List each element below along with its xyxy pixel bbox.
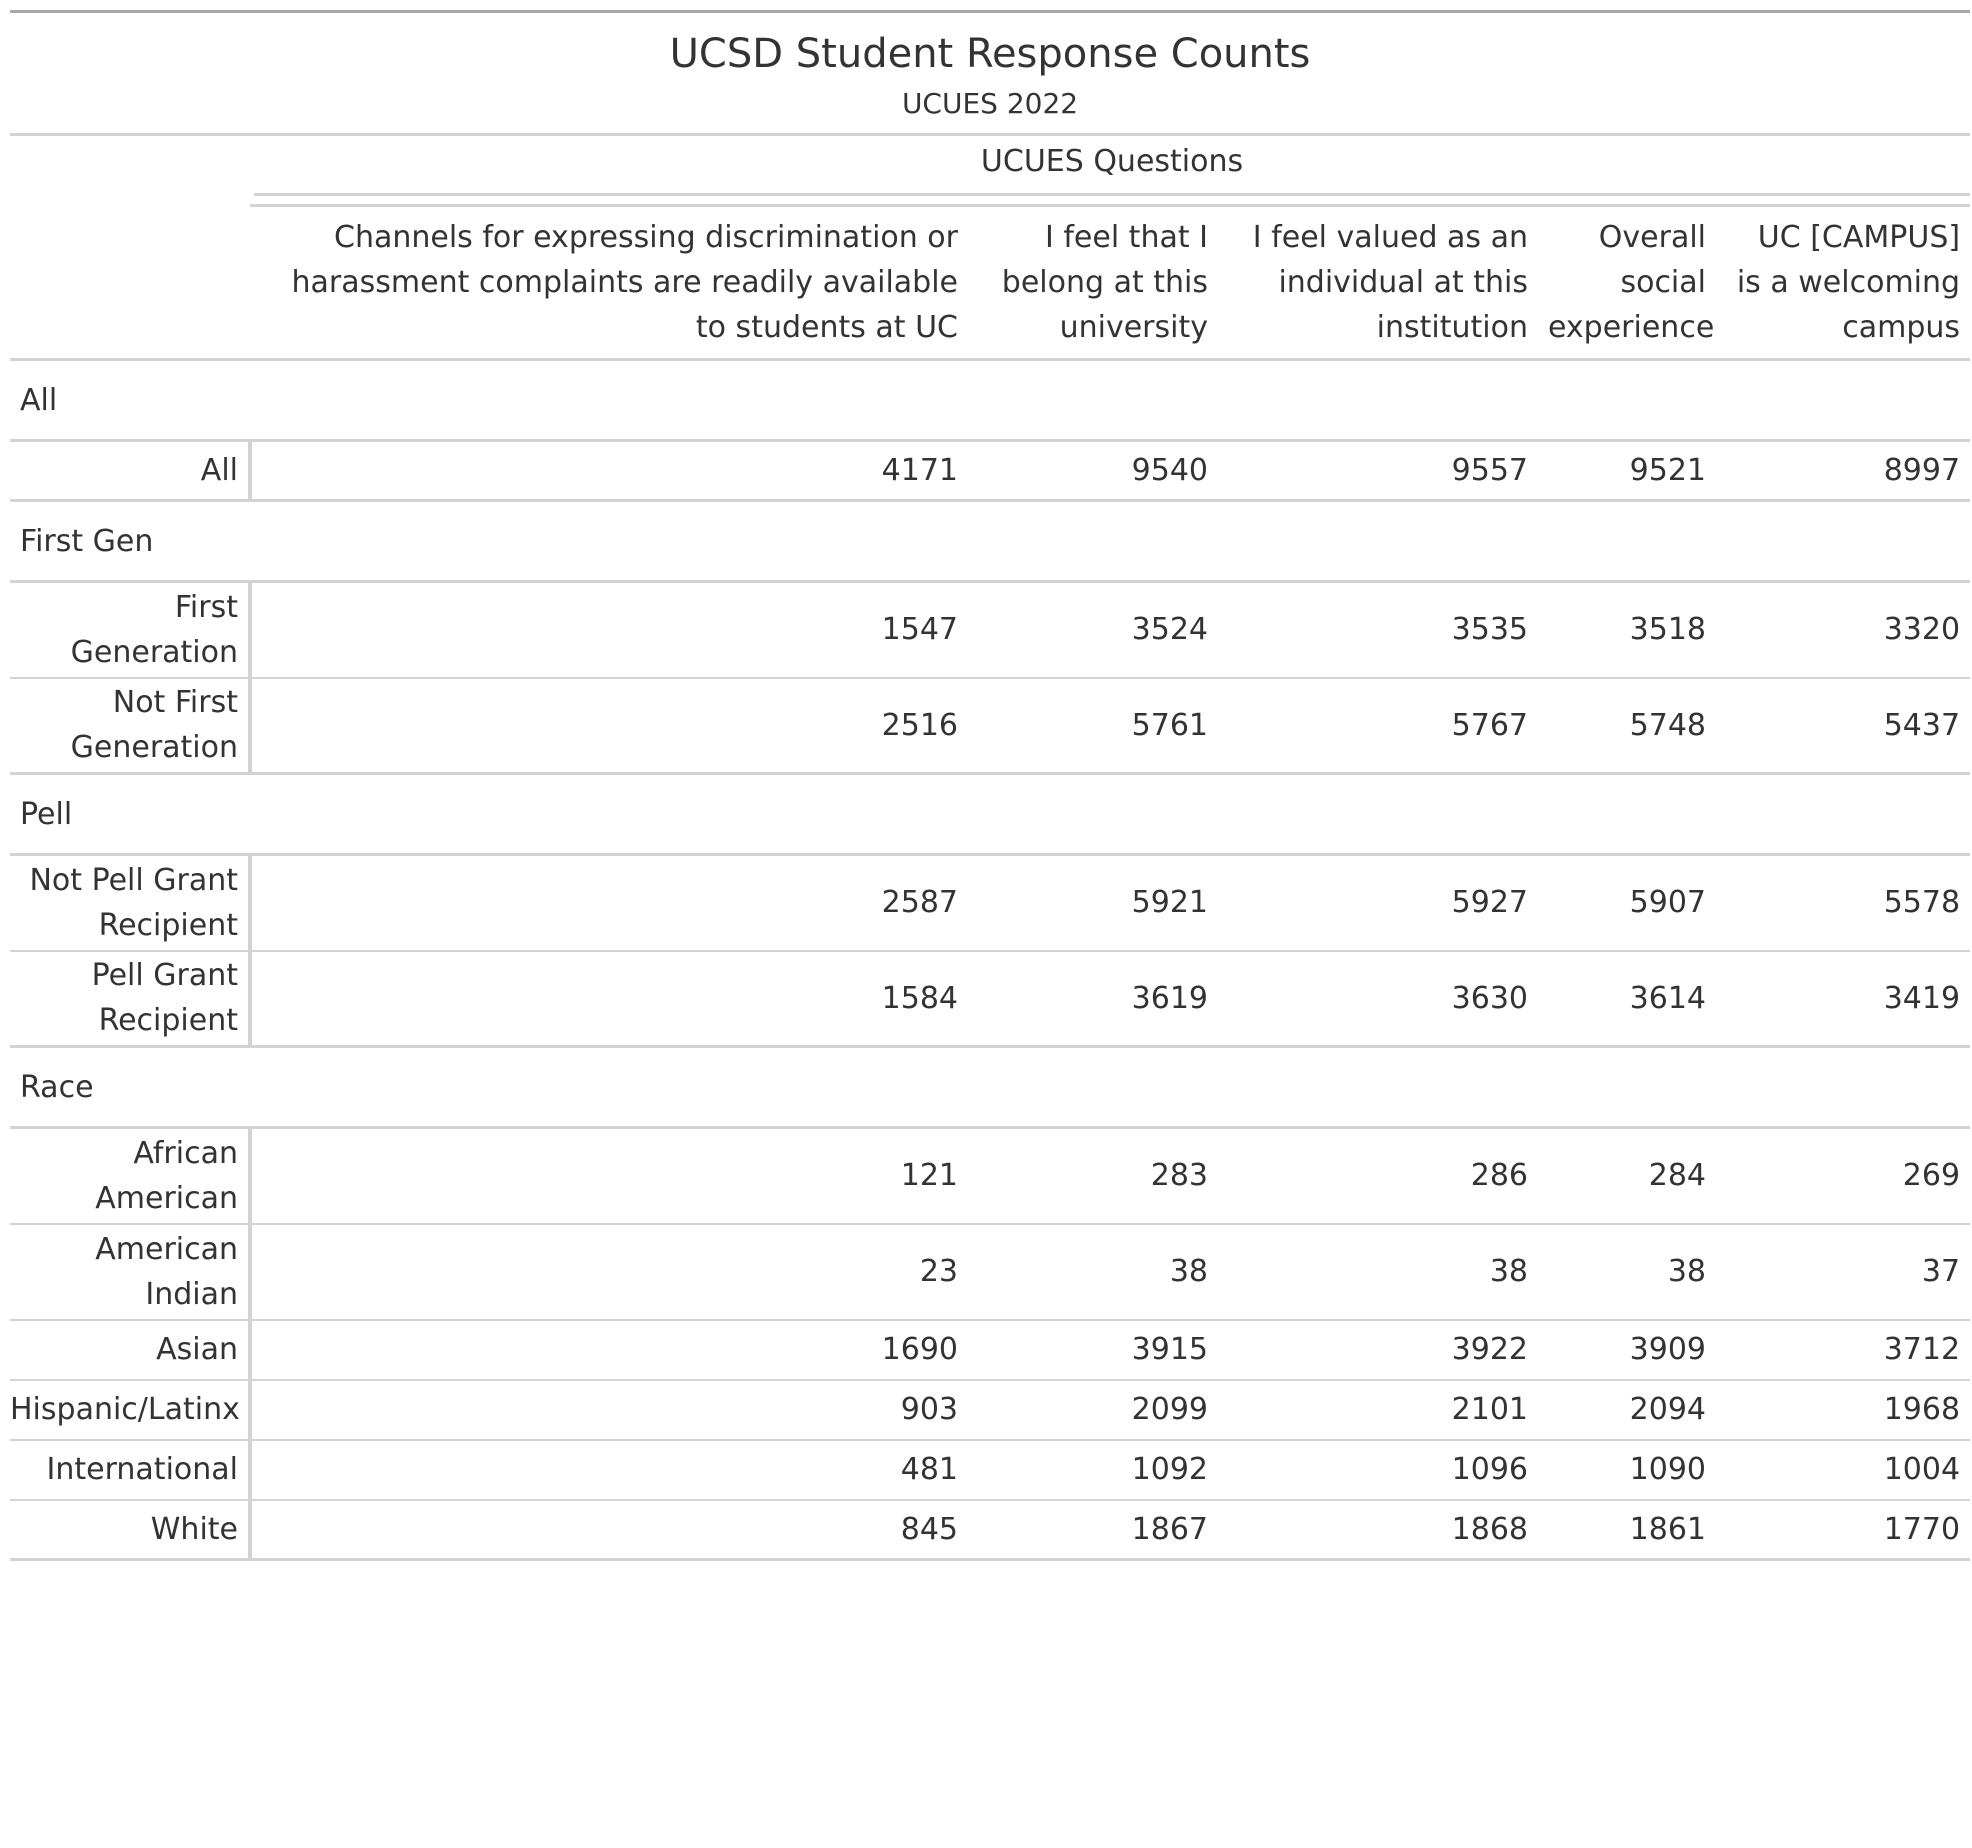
table-row: First Generation 1547 3524 3535 3518 3320 — [10, 581, 1970, 678]
cell-value: 9557 — [1451, 453, 1528, 488]
cell-value: 3630 — [1218, 949, 1538, 1047]
cell-value: 9540 — [1131, 453, 1208, 488]
row-label: Not Pell Grant Recipient — [10, 854, 252, 951]
cell-value: 1092 — [968, 1438, 1218, 1500]
row-label: Not First Generation — [10, 676, 252, 774]
table-row: Hispanic/Latinx 903 2099 2101 2094 1968 — [10, 1378, 1971, 1440]
cell-value: 5767 — [1218, 676, 1538, 774]
row-label: All — [10, 440, 252, 501]
cell-value: 1968 — [1716, 1378, 1971, 1440]
cell-value: 2099 — [968, 1378, 1218, 1440]
cell-value: 5748 — [1538, 676, 1716, 774]
cell-value: 286 — [1470, 1158, 1528, 1194]
row-label: Asian — [10, 1318, 252, 1380]
response-counts-table: UCSD Student Response Counts UCUES 2022 … — [10, 10, 1971, 1561]
cell-value: 8997 — [1883, 453, 1961, 488]
cell-value: 37 — [1716, 1222, 1971, 1320]
cell-value: 2516 — [250, 676, 968, 774]
row-group: First Gen — [10, 499, 1971, 583]
row-group: Race — [10, 1045, 1971, 1129]
cell-value: 1867 — [968, 1498, 1218, 1560]
cell-value: 4171 — [881, 453, 958, 488]
cell-value: 1690 — [250, 1318, 968, 1380]
row-label: First Generation — [10, 581, 252, 678]
cell-value: 5437 — [1716, 676, 1971, 774]
cell-value: 38 — [1218, 1222, 1538, 1320]
row-label: African American — [10, 1127, 252, 1224]
table-row: White 845 1867 1868 1861 1770 — [10, 1498, 1971, 1560]
row-label: American Indian — [10, 1222, 252, 1320]
table-title: UCSD Student Response Counts — [669, 31, 1311, 77]
cell-value: 2094 — [1538, 1378, 1716, 1440]
cell-value: 3619 — [968, 949, 1218, 1047]
cell-value: 5927 — [1451, 885, 1528, 921]
cell-value: 284 — [1648, 1158, 1706, 1194]
cell-value: 9521 — [1629, 453, 1706, 488]
cell-value: 5578 — [1883, 885, 1961, 921]
table-row: Not Pell Grant Recipient 2587 5921 5927 5907… — [10, 854, 1970, 951]
cell-value: 1004 — [1716, 1438, 1971, 1500]
row-label: Hispanic/Latinx — [10, 1378, 252, 1440]
cell-value: 3614 — [1538, 949, 1716, 1047]
table-row: Not First Generation 2516 5761 5767 5748 5437 — [10, 676, 1971, 774]
cell-value: 903 — [250, 1378, 968, 1440]
table-row: International 481 1092 1096 1090 1004 — [10, 1438, 1971, 1500]
cell-value: 1770 — [1716, 1498, 1971, 1560]
column-header: Channels for expressing discrimination o… — [250, 204, 968, 361]
cell-value: 3915 — [968, 1318, 1218, 1380]
cell-value: 5761 — [968, 676, 1218, 774]
cell-value: 121 — [900, 1158, 958, 1194]
cell-value: 269 — [1902, 1158, 1961, 1194]
cell-value: 1090 — [1538, 1438, 1716, 1500]
cell-value: 3518 — [1629, 612, 1706, 648]
cell-value: 5921 — [1131, 885, 1208, 921]
cell-value: 283 — [1150, 1158, 1208, 1194]
cell-value: 3419 — [1716, 949, 1971, 1047]
table-row: African American 121 283 286 284 269 — [10, 1127, 1970, 1224]
cell-value: 1547 — [881, 612, 958, 648]
table-row: American Indian 23 38 38 38 37 — [10, 1222, 1971, 1320]
cell-value: 3712 — [1716, 1318, 1971, 1380]
table-row: Pell Grant Recipient 1584 3619 3630 3614 3419 — [10, 949, 1971, 1047]
table-subtitle: UCUES 2022 — [10, 77, 1971, 136]
cell-value: 38 — [1538, 1222, 1716, 1320]
stub-header — [10, 205, 250, 361]
row-label: Pell Grant Recipient — [10, 949, 252, 1047]
cell-value: 2587 — [881, 885, 958, 921]
table-body: All All 4171 9540 9557 9521 8997 First Gen First… — [10, 358, 1971, 1560]
cell-value: 1584 — [250, 949, 968, 1047]
table-row: Asian 1690 3915 3922 3909 3712 — [10, 1318, 1971, 1380]
column-header: I feel that I belong at this university — [968, 204, 1218, 361]
column-spanner: UCUES Questions — [250, 135, 1971, 206]
row-label: International — [10, 1438, 252, 1500]
cell-value: 3922 — [1218, 1318, 1538, 1380]
cell-value: 1861 — [1538, 1498, 1716, 1560]
row-group: Pell — [10, 772, 1971, 856]
row-group-label: All — [10, 358, 1971, 442]
cell-value: 5907 — [1629, 885, 1706, 921]
cell-value: 481 — [250, 1438, 968, 1500]
cell-value: 3535 — [1451, 612, 1528, 648]
cell-value: 3524 — [1131, 612, 1208, 648]
cell-value: 1096 — [1218, 1438, 1538, 1500]
cell-value: 3909 — [1538, 1318, 1716, 1380]
cell-value: 1868 — [1218, 1498, 1538, 1560]
cell-value: 845 — [250, 1498, 968, 1560]
row-group-label: Race — [10, 1045, 1971, 1129]
row-group-label: Pell — [10, 772, 1971, 856]
cell-value: 23 — [250, 1222, 968, 1320]
column-header: I feel valued as an individual at this i… — [1218, 204, 1538, 361]
cell-value: 3320 — [1883, 612, 1961, 648]
cell-value: 38 — [968, 1222, 1218, 1320]
column-header: Overall social experience — [1538, 204, 1716, 361]
cell-value: 2101 — [1218, 1378, 1538, 1440]
table-row: All 4171 9540 9557 9521 8997 — [10, 440, 1970, 501]
column-header: UC [CAMPUS] is a welcoming campus — [1716, 204, 1971, 361]
row-group: All — [10, 358, 1971, 442]
row-group-label: First Gen — [10, 499, 1971, 583]
row-label: White — [10, 1498, 252, 1560]
